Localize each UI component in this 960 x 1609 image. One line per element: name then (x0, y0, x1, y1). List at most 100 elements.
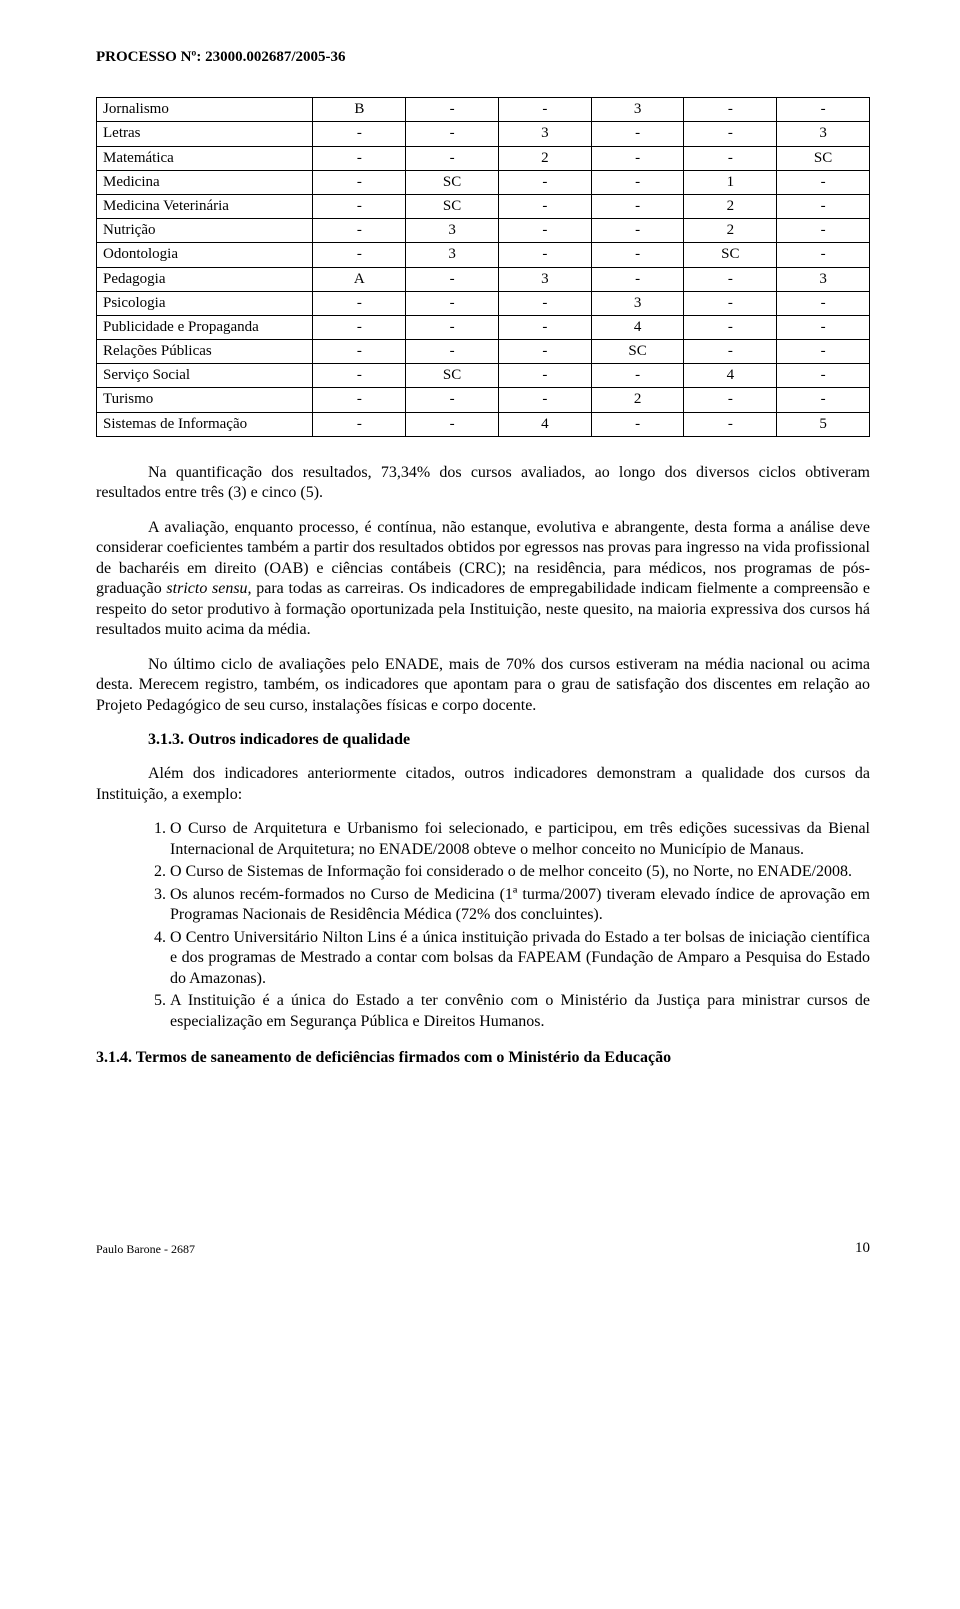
value-cell: - (498, 98, 591, 122)
process-value: 23000.002687/2005-36 (205, 49, 345, 65)
paragraph-other-indicators: Além dos indicadores anteriormente citad… (96, 764, 870, 805)
footer-page-number: 10 (855, 1239, 870, 1258)
value-cell: - (777, 291, 870, 315)
value-cell: - (684, 98, 777, 122)
value-cell: - (313, 412, 406, 436)
value-cell: - (591, 170, 684, 194)
value-cell: 2 (498, 146, 591, 170)
value-cell: 2 (684, 194, 777, 218)
value-cell: - (406, 98, 499, 122)
value-cell: - (406, 340, 499, 364)
value-cell: 3 (777, 267, 870, 291)
page-footer: Paulo Barone - 2687 10 (96, 1239, 870, 1258)
value-cell: - (777, 98, 870, 122)
value-cell: - (406, 267, 499, 291)
value-cell: - (406, 291, 499, 315)
table-row: Medicina-SC--1- (97, 170, 870, 194)
list-item: O Centro Universitário Nilton Lins é a ú… (170, 928, 870, 989)
value-cell: - (498, 194, 591, 218)
value-cell: - (591, 267, 684, 291)
course-label-cell: Publicidade e Propaganda (97, 315, 313, 339)
table-row: PedagogiaA-3--3 (97, 267, 870, 291)
course-label-cell: Medicina (97, 170, 313, 194)
course-label-cell: Nutrição (97, 219, 313, 243)
value-cell: - (777, 340, 870, 364)
value-cell: - (684, 412, 777, 436)
value-cell: B (313, 98, 406, 122)
list-item: Os alunos recém-formados no Curso de Med… (170, 885, 870, 926)
course-label-cell: Medicina Veterinária (97, 194, 313, 218)
value-cell: - (313, 291, 406, 315)
value-cell: - (313, 170, 406, 194)
value-cell: - (498, 219, 591, 243)
course-label-cell: Letras (97, 122, 313, 146)
course-label-cell: Odontologia (97, 243, 313, 267)
value-cell: - (777, 170, 870, 194)
value-cell: 3 (498, 267, 591, 291)
section-313-heading: 3.1.3. Outros indicadores de qualidade (148, 730, 870, 750)
table-row: JornalismoB--3-- (97, 98, 870, 122)
course-label-cell: Sistemas de Informação (97, 412, 313, 436)
value-cell: 5 (777, 412, 870, 436)
value-cell: 2 (591, 388, 684, 412)
table-row: Letras--3--3 (97, 122, 870, 146)
value-cell: SC (406, 364, 499, 388)
value-cell: 4 (684, 364, 777, 388)
indicator-list: O Curso de Arquitetura e Urbanismo foi s… (148, 819, 870, 1032)
footer-author: Paulo Barone - 2687 (96, 1242, 195, 1257)
value-cell: - (777, 243, 870, 267)
value-cell: 3 (777, 122, 870, 146)
paragraph-quantification: Na quantificação dos resultados, 73,34% … (96, 463, 870, 504)
value-cell: - (684, 315, 777, 339)
value-cell: - (406, 412, 499, 436)
value-cell: - (313, 364, 406, 388)
value-cell: - (406, 146, 499, 170)
value-cell: 3 (406, 243, 499, 267)
value-cell: 4 (591, 315, 684, 339)
table-row: Medicina Veterinária-SC--2- (97, 194, 870, 218)
process-label: PROCESSO Nº: (96, 49, 201, 65)
value-cell: - (591, 219, 684, 243)
table-row: Nutrição-3--2- (97, 219, 870, 243)
value-cell: 3 (406, 219, 499, 243)
value-cell: - (313, 340, 406, 364)
value-cell: - (684, 267, 777, 291)
value-cell: - (498, 243, 591, 267)
value-cell: - (777, 315, 870, 339)
value-cell: - (684, 122, 777, 146)
value-cell: - (313, 315, 406, 339)
table-row: Sistemas de Informação--4--5 (97, 412, 870, 436)
process-header: PROCESSO Nº: 23000.002687/2005-36 (96, 48, 870, 67)
value-cell: - (591, 412, 684, 436)
table-row: Psicologia---3-- (97, 291, 870, 315)
value-cell: 2 (684, 219, 777, 243)
value-cell: 4 (498, 412, 591, 436)
course-results-table: JornalismoB--3--Letras--3--3Matemática--… (96, 97, 870, 437)
value-cell: - (684, 291, 777, 315)
course-label-cell: Relações Públicas (97, 340, 313, 364)
value-cell: - (313, 388, 406, 412)
value-cell: - (498, 315, 591, 339)
table-row: Relações Públicas---SC-- (97, 340, 870, 364)
value-cell: - (498, 170, 591, 194)
value-cell: - (498, 340, 591, 364)
course-label-cell: Matemática (97, 146, 313, 170)
value-cell: A (313, 267, 406, 291)
course-label-cell: Turismo (97, 388, 313, 412)
value-cell: SC (406, 170, 499, 194)
value-cell: - (498, 291, 591, 315)
value-cell: - (591, 194, 684, 218)
list-item: O Curso de Sistemas de Informação foi co… (170, 862, 870, 882)
value-cell: SC (684, 243, 777, 267)
value-cell: 3 (591, 98, 684, 122)
value-cell: 3 (591, 291, 684, 315)
table-row: Odontologia-3--SC- (97, 243, 870, 267)
list-item: O Curso de Arquitetura e Urbanismo foi s… (170, 819, 870, 860)
value-cell: SC (406, 194, 499, 218)
table-row: Turismo---2-- (97, 388, 870, 412)
course-label-cell: Jornalismo (97, 98, 313, 122)
value-cell: - (777, 194, 870, 218)
value-cell: - (313, 146, 406, 170)
value-cell: - (591, 364, 684, 388)
value-cell: - (406, 388, 499, 412)
